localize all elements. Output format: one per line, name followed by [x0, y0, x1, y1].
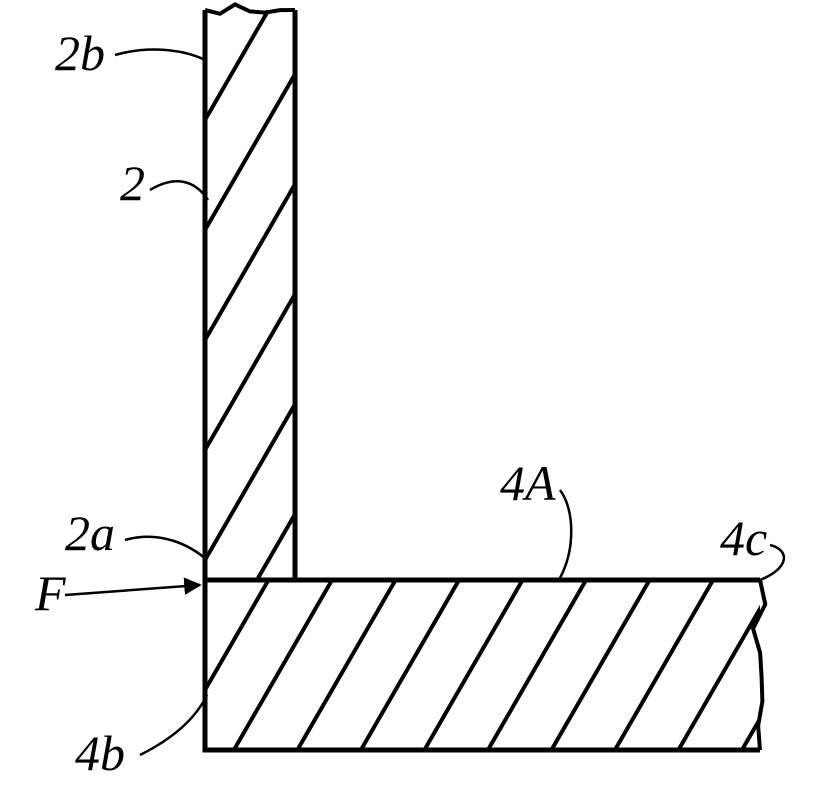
label-4c: 4c [720, 510, 767, 566]
vertical-bar-hatching [0, 0, 837, 806]
leader-4b [140, 695, 207, 755]
leader-2b [115, 50, 205, 60]
label-4A: 4A [500, 455, 556, 511]
leader-2a [125, 537, 207, 560]
labels: 2b 2 4A 2a 4c F 4b [34, 25, 767, 781]
label-4b: 4b [75, 725, 125, 781]
horizontal-bar-outline [205, 580, 760, 750]
label-2b: 2b [55, 25, 105, 81]
leader-4A [560, 490, 571, 578]
technical-drawing: 2b 2 4A 2a 4c F 4b [0, 0, 837, 806]
label-F: F [34, 565, 66, 621]
leader-F [65, 585, 200, 595]
leader-lines [65, 50, 784, 755]
label-2: 2 [120, 155, 145, 211]
horizontal-bar-hatching [0, 0, 837, 806]
label-2a: 2a [65, 505, 115, 561]
leader-2 [150, 181, 208, 200]
